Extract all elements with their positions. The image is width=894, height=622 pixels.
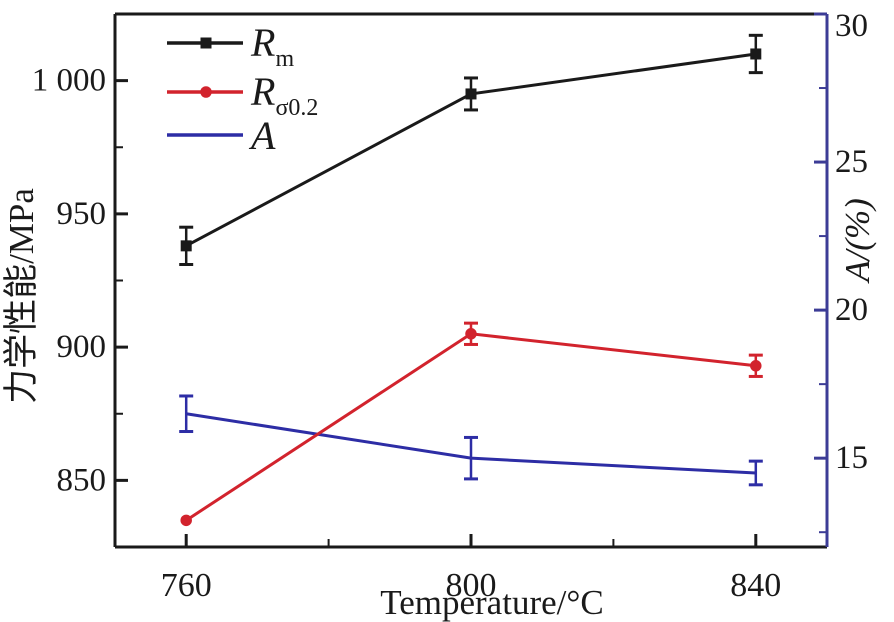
series-Rm-marker [750,48,762,60]
series-Rm-marker [465,88,477,100]
y-right-tick-label: 25 [835,144,868,180]
legend-label: A [248,113,276,158]
y-left-tick-label: 1 000 [32,63,106,99]
y-right-tick-label: 15 [835,440,868,476]
series-Rm-marker [180,240,192,252]
series-A [179,394,763,487]
legend-item-Rm: Rm [167,20,294,72]
y-right-tick-label: 30 [835,8,868,44]
legend-item-A: A [167,113,276,158]
y-axis-left-label: 力学性能/MPa [2,188,41,404]
series-Rsigma0.2-marker [180,514,192,527]
x-tick-label: 840 [730,567,781,604]
series-Rsigma0.2-marker [750,360,762,372]
series-Rm-marker [200,37,212,49]
y-left-tick-label: 900 [57,329,107,365]
legend-item-Rsigma0.2: Rσ0.2 [167,69,318,121]
y-left-tick-label: 950 [57,196,107,232]
series-Rsigma0.2 [180,321,763,527]
y-left-tick-label: 850 [57,462,107,498]
y-right-tick-label: 20 [835,292,868,328]
x-tick-label: 760 [161,567,212,604]
x-tick-label: 800 [446,567,497,604]
series-Rsigma0.2-marker [200,86,212,98]
y-axis-right-label: A/(%) [838,198,877,284]
series-Rm [179,33,763,267]
legend-label: Rm [250,20,294,72]
legend-label: Rσ0.2 [250,69,318,121]
x-axis-label: Temperature/°C [380,583,603,622]
series-Rsigma0.2-marker [465,328,477,340]
